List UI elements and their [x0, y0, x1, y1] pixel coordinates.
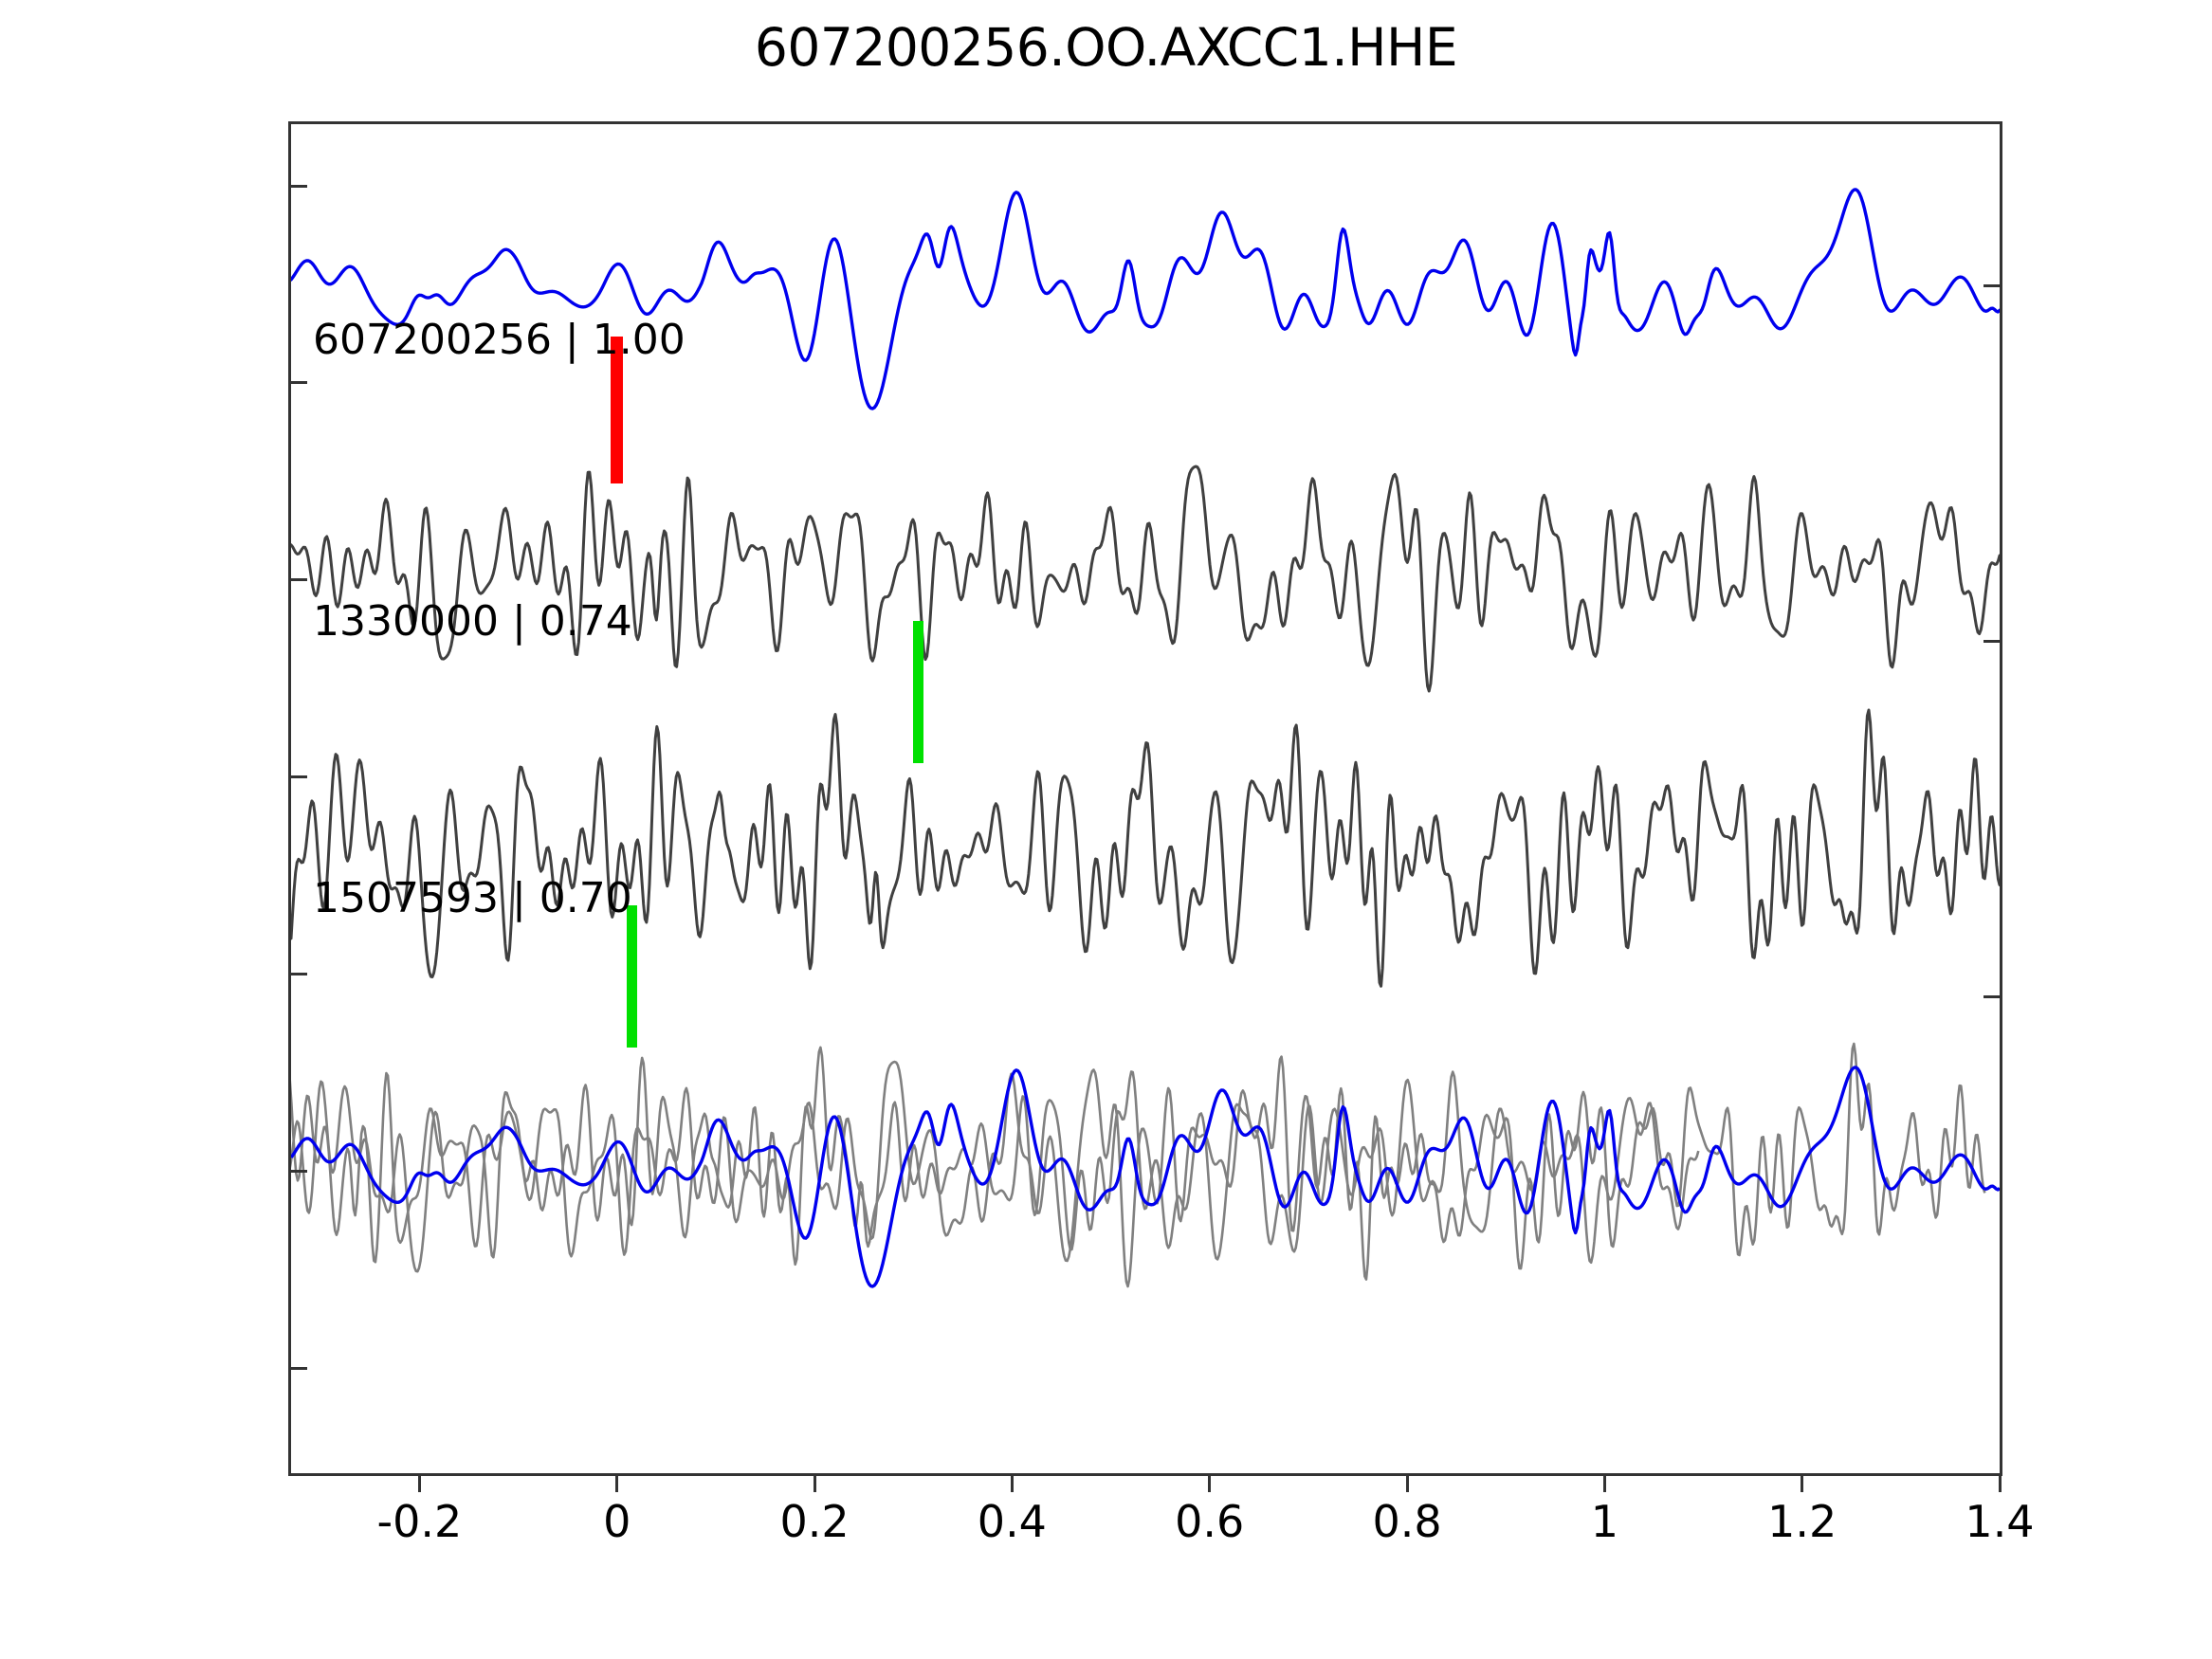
- match-pick-1330000: [912, 621, 923, 763]
- trace-label-1330000: 1330000 | 0.74: [313, 597, 632, 646]
- waveform-trace-607200256: [291, 188, 2000, 410]
- x-tick-mark: [615, 1476, 619, 1492]
- x-tick-label: 1.4: [1965, 1496, 2035, 1547]
- x-tick-label: 0.8: [1372, 1496, 1442, 1547]
- y-tick-mark: [291, 1170, 307, 1173]
- waveform-trace-1507593: [291, 708, 2000, 988]
- y-tick-mark: [291, 578, 307, 581]
- x-tick-label: 0.4: [977, 1496, 1047, 1547]
- x-tick-label: 0.2: [779, 1496, 850, 1547]
- x-tick-mark: [417, 1476, 421, 1492]
- x-tick-mark: [1801, 1476, 1804, 1492]
- y-tick-mark-right: [1983, 995, 2000, 998]
- x-tick-mark: [1998, 1476, 2002, 1492]
- waveform-canvas: [291, 188, 2000, 1288]
- x-tick-mark: [813, 1476, 816, 1492]
- overlay-trace-1507593: [291, 1042, 1986, 1281]
- y-tick-mark: [291, 381, 307, 384]
- x-tick-label: -0.2: [376, 1496, 463, 1547]
- trace-label-1507593: 1507593 | 0.70: [313, 874, 632, 922]
- y-tick-mark-right: [1983, 640, 2000, 643]
- reference-pick-607200256: [611, 337, 624, 483]
- x-axis-tick-labels: -0.2 0 0.2 0.4 0.6 0.8 1 1.2 1.4: [0, 1496, 2212, 1562]
- x-tick-label: 1: [1590, 1496, 1618, 1547]
- x-tick-mark: [1405, 1476, 1409, 1492]
- overlay-group: [291, 1042, 2000, 1288]
- y-tick-mark: [291, 973, 307, 975]
- overlay-trace-1330000: [291, 1060, 1700, 1288]
- waveform-trace-1330000: [291, 465, 2000, 693]
- x-tick-mark: [1602, 1476, 1606, 1492]
- x-tick-label: 0: [603, 1496, 631, 1547]
- x-tick-label: 1.2: [1767, 1496, 1837, 1547]
- match-pick-1507593: [626, 905, 637, 1048]
- y-tick-mark: [291, 1367, 307, 1370]
- overlay-trace-607200256: [291, 1066, 2000, 1288]
- x-tick-label: 0.6: [1175, 1496, 1245, 1547]
- y-tick-mark-right: [1983, 284, 2000, 287]
- trace-label-607200256: 607200256 | 1.00: [313, 316, 686, 364]
- x-tick-mark: [1208, 1476, 1212, 1492]
- x-tick-mark: [1010, 1476, 1014, 1492]
- y-tick-mark: [291, 775, 307, 778]
- plot-area: [288, 121, 2002, 1476]
- page-title: 607200256.OO.AXCC1.HHE: [754, 17, 1458, 78]
- y-tick-mark: [291, 185, 307, 188]
